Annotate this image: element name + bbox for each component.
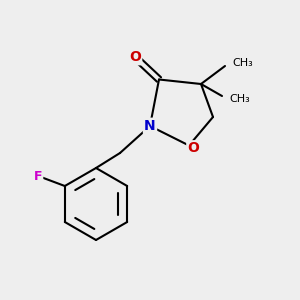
Text: CH₃: CH₃ <box>230 94 250 104</box>
Text: F: F <box>34 170 42 184</box>
Text: O: O <box>188 142 200 155</box>
Text: CH₃: CH₃ <box>232 58 253 68</box>
Text: N: N <box>144 119 156 133</box>
Text: O: O <box>129 50 141 64</box>
